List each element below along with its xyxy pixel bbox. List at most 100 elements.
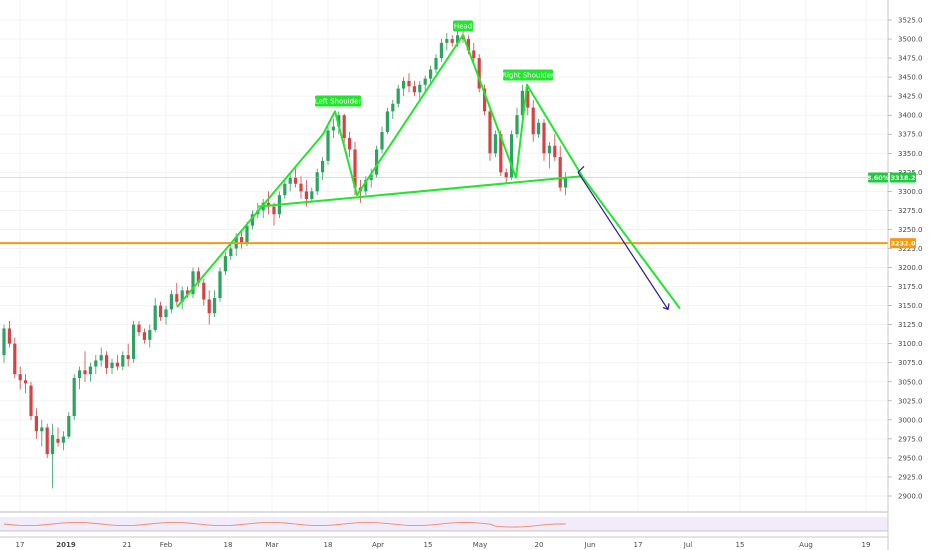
candle-body — [385, 111, 389, 132]
candle-body — [40, 427, 44, 432]
candle-body — [526, 90, 530, 108]
candle-body — [72, 377, 76, 417]
time-tick-label: Mar — [265, 541, 278, 549]
candle-body — [418, 84, 422, 93]
candle-body — [223, 256, 227, 272]
candle-body — [299, 183, 303, 192]
candle-body — [477, 58, 481, 89]
price-tick-label: 3150.0 — [898, 302, 923, 310]
candle-body — [423, 78, 427, 85]
candle-body — [121, 355, 125, 367]
candle-body — [164, 309, 168, 318]
candle-body — [456, 35, 460, 43]
price-tick-label: 3100.0 — [898, 340, 923, 348]
candle-body — [364, 179, 368, 192]
price-axis[interactable]: 2900.0 2925.0 2950.0 2975.0 3000.0 3025.0 3050… — [867, 0, 923, 550]
price-tick-label: 3375.0 — [898, 131, 923, 139]
neckline — [257, 175, 584, 208]
change-badge — [868, 172, 888, 183]
time-tick-label: 21 — [123, 541, 132, 549]
arrow-tail — [577, 165, 585, 173]
candle-body — [196, 271, 200, 283]
candle-body — [94, 360, 98, 367]
candle-body — [510, 134, 514, 178]
candle-body — [326, 130, 330, 161]
candle-body — [229, 248, 233, 257]
rsi-line — [3, 521, 566, 528]
price-tick-label: 3025.0 — [898, 397, 923, 405]
price-tick-label: 3125.0 — [898, 321, 923, 329]
support-price-badge — [890, 238, 916, 249]
candle-body — [61, 436, 65, 443]
time-tick-label: Feb — [160, 541, 173, 549]
projection-line — [582, 177, 681, 310]
candle-body — [99, 355, 103, 361]
candle-body — [537, 122, 541, 135]
candle-body — [348, 138, 352, 150]
annotations: Left Shoulder Head Right Shoulder — [315, 20, 554, 107]
support-price-label: 3232.0 — [890, 240, 916, 248]
time-tick-label: 17 — [634, 541, 643, 549]
candle-body — [337, 115, 341, 127]
candle-body — [472, 50, 476, 59]
candle-body — [245, 225, 249, 244]
candle-body — [110, 362, 114, 369]
candle-body — [499, 134, 503, 173]
candle-body — [115, 362, 119, 367]
candle-body — [429, 69, 433, 79]
candle-body — [564, 177, 568, 188]
candle-body — [342, 115, 346, 139]
candle-body — [88, 366, 92, 375]
candle-body — [315, 172, 319, 192]
candle-body — [434, 58, 438, 70]
candle-body — [67, 416, 71, 437]
annotation-label-bg — [503, 69, 553, 81]
pattern-lines — [0, 34, 888, 311]
candle-body — [18, 374, 22, 381]
candle-body — [132, 324, 136, 359]
candle-body — [186, 290, 190, 295]
time-tick-label: May — [473, 541, 487, 549]
candle-body — [439, 42, 443, 59]
price-tick-label: 2975.0 — [898, 435, 923, 443]
price-tick-label: 3050.0 — [898, 378, 923, 386]
price-tick-label: 3000.0 — [898, 416, 923, 424]
candle-body — [483, 88, 487, 112]
time-axis[interactable]: 17 2019 21 Feb 18 Mar 18 Apr 15 May 20 Jun 17 Jul 15 Au… — [0, 536, 888, 549]
time-tick-label: 18 — [324, 541, 333, 549]
price-tick-label: 3475.0 — [898, 55, 923, 63]
candle-body — [218, 271, 222, 298]
current-price-badge — [890, 172, 916, 183]
candle-body — [105, 355, 109, 369]
candle-body — [380, 131, 384, 150]
candle-body — [288, 177, 292, 184]
time-tick-label: 15 — [736, 541, 745, 549]
candle-body — [126, 355, 130, 359]
candle-body — [29, 385, 33, 417]
price-tick-label: 3400.0 — [898, 112, 923, 120]
candle-body — [169, 294, 173, 310]
candle-body — [321, 160, 325, 173]
candle-body — [504, 172, 508, 178]
annotation-label-bg — [453, 20, 473, 32]
time-tick-label: Jul — [683, 541, 693, 549]
candle-body — [402, 80, 406, 89]
price-tick-label: 3250.0 — [898, 226, 923, 234]
candle-body — [488, 111, 492, 154]
rsi-panel — [0, 511, 888, 532]
candle-body — [304, 191, 308, 199]
candle-body — [547, 145, 551, 154]
price-tick-label: 3525.0 — [898, 17, 923, 25]
candle-body — [153, 305, 157, 330]
candle-body — [51, 435, 55, 455]
candle-body — [272, 206, 276, 215]
price-tick-label: 3200.0 — [898, 264, 923, 272]
time-tick-label: Apr — [372, 541, 384, 549]
pattern-outline — [176, 34, 584, 308]
annotation-label: Right Shoulder — [502, 72, 554, 80]
candle-body — [148, 329, 152, 340]
price-tick-label: 2925.0 — [898, 473, 923, 481]
candle-body — [250, 214, 254, 226]
candle-body — [175, 294, 179, 302]
